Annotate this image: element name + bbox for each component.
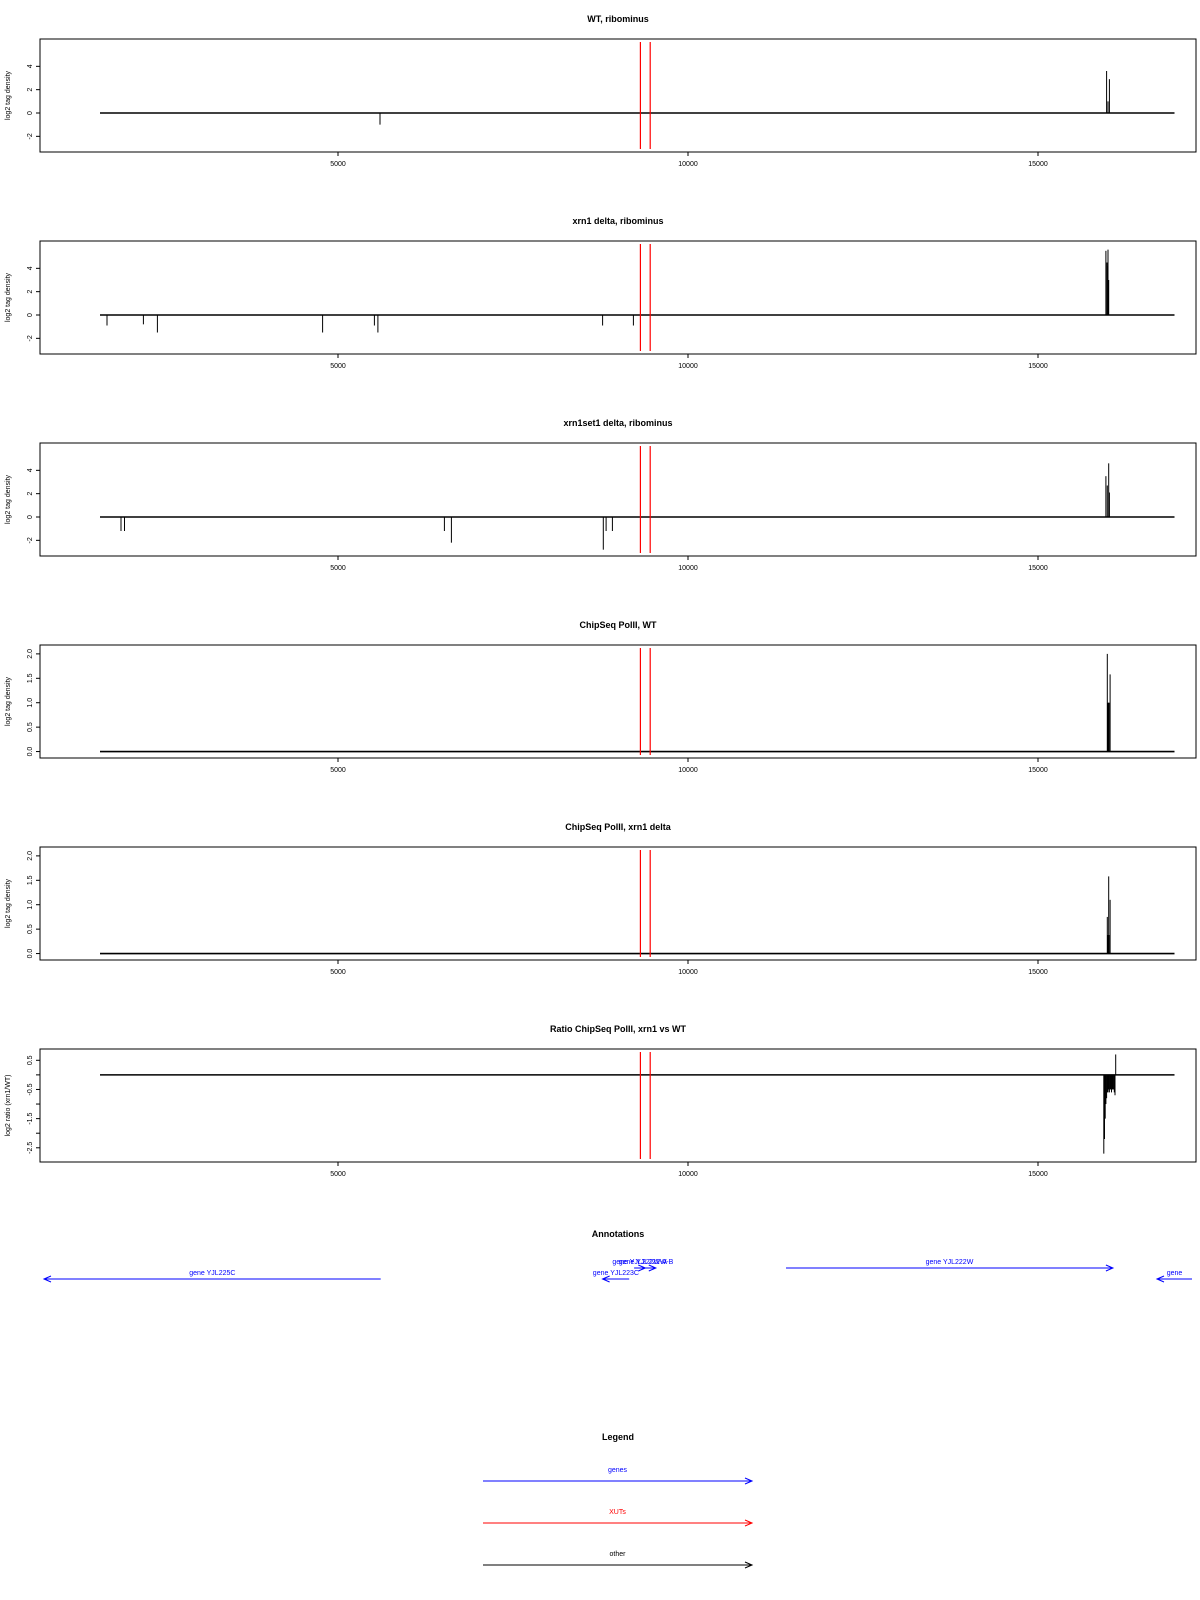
chart-panel-6: Ratio ChipSeq PolII, xrn1 vs WT 5000 10000… xyxy=(5,1024,1197,1178)
x-tick-label: 10000 xyxy=(678,767,698,774)
x-tick-label: 15000 xyxy=(1028,363,1048,370)
legend-label: XUTs xyxy=(609,1509,626,1516)
y-tick-label: -1.5 xyxy=(27,1112,34,1124)
x-tick-label: 15000 xyxy=(1028,767,1048,774)
feature-label: gene YJL222W-A xyxy=(612,1259,667,1266)
feature-label: gene YJL222W xyxy=(926,1259,974,1266)
chart-panel-1: WT, ribominus 5000 10000 15000 -2 0 2 4 log2 tag… xyxy=(5,14,1197,168)
y-tick-label: 0 xyxy=(27,515,34,519)
y-tick-label: 0.0 xyxy=(27,949,34,959)
x-tick-label: 5000 xyxy=(330,565,346,572)
legend-label: other xyxy=(610,1551,627,1558)
y-tick-label: 2.0 xyxy=(27,649,34,659)
y-tick-label: 2.0 xyxy=(27,851,34,861)
y-tick-label: 1.5 xyxy=(27,875,34,885)
y-tick-label: 0 xyxy=(27,111,34,115)
annotation-feature: gene YJL225C xyxy=(42,1270,381,1283)
arrowhead-left-icon xyxy=(1155,1275,1165,1283)
y-axis-label: log2 tag density xyxy=(5,676,12,726)
y-tick-label: 1.0 xyxy=(27,900,34,910)
arrowhead-right-icon xyxy=(648,1264,658,1272)
x-tick-label: 15000 xyxy=(1028,1171,1048,1178)
plot-frame xyxy=(39,644,1197,759)
plot-frame xyxy=(39,846,1197,961)
plot-frame xyxy=(39,442,1197,557)
x-tick-label: 10000 xyxy=(678,161,698,168)
chart-panel-5: ChipSeq PolII, xrn1 delta 5000 10000 15000 0… xyxy=(5,822,1197,976)
y-tick-label: -0.5 xyxy=(27,1083,34,1095)
chart-panel-3: xrn1set1 delta, ribominus 5000 10000 15000 -… xyxy=(5,418,1197,572)
y-tick-label: 2 xyxy=(27,290,34,294)
legend-label: genes xyxy=(608,1467,628,1474)
y-tick-label: 2 xyxy=(27,88,34,92)
feature-label: gene YJL225C xyxy=(189,1270,235,1277)
annotations-track: Annotations xyxy=(592,1229,645,1239)
arrowhead-left-icon xyxy=(42,1275,52,1283)
feature-label: gene YJL222W-B xyxy=(619,1259,674,1266)
y-tick-label: 1.5 xyxy=(27,673,34,683)
y-axis-label: log2 tag density xyxy=(5,272,12,322)
legend: Legend xyxy=(602,1432,634,1442)
annotation-feature: gene YJL222W-B xyxy=(619,1259,674,1272)
legend-item-genes: genes xyxy=(483,1467,754,1485)
y-tick-label: 0.5 xyxy=(27,722,34,732)
feature-label: gene xyxy=(1167,1270,1183,1277)
annotations-title: Annotations xyxy=(592,1229,645,1239)
x-tick-label: 10000 xyxy=(678,363,698,370)
y-tick-label: -2 xyxy=(27,335,34,341)
y-tick-label: 4 xyxy=(27,64,34,68)
annotation-feature: gene xyxy=(1155,1270,1192,1283)
arrowhead-right-icon xyxy=(744,1519,754,1527)
y-tick-label: 0.5 xyxy=(27,924,34,934)
y-tick-label: 2 xyxy=(27,492,34,496)
y-tick-label: 1.0 xyxy=(27,698,34,708)
x-tick-label: 5000 xyxy=(330,161,346,168)
y-tick-label: -2.5 xyxy=(27,1142,34,1154)
plot-frame xyxy=(39,240,1197,355)
plot-frame xyxy=(39,1048,1197,1163)
chart-panel-2: xrn1 delta, ribominus 5000 10000 15000 -2 0 2 4… xyxy=(5,216,1197,370)
annotation-feature: gene YJL223C xyxy=(593,1270,639,1283)
y-tick-label: 0 xyxy=(27,313,34,317)
x-tick-label: 10000 xyxy=(678,565,698,572)
chart-title: xrn1set1 delta, ribominus xyxy=(563,418,672,428)
chart-title: ChipSeq PolII, xrn1 delta xyxy=(565,822,672,832)
x-tick-label: 10000 xyxy=(678,1171,698,1178)
chart-title: Ratio ChipSeq PolII, xrn1 vs WT xyxy=(550,1024,687,1034)
y-tick-label: -2 xyxy=(27,537,34,543)
y-tick-label: 0.0 xyxy=(27,747,34,757)
chart-title: WT, ribominus xyxy=(587,14,649,24)
y-axis-label: log2 tag density xyxy=(5,878,12,928)
x-tick-label: 15000 xyxy=(1028,969,1048,976)
chart-panel-4: ChipSeq PolII, WT 5000 10000 15000 0.0 0.5 1.0… xyxy=(5,620,1197,774)
feature-label: gene YJL223C xyxy=(593,1270,639,1277)
arrowhead-right-icon xyxy=(1105,1264,1115,1272)
arrowhead-right-icon xyxy=(744,1477,754,1485)
y-tick-label: 4 xyxy=(27,468,34,472)
plot-frame xyxy=(39,38,1197,153)
y-tick-label: 0.5 xyxy=(27,1055,34,1065)
y-tick-label: 4 xyxy=(27,266,34,270)
chart-title: xrn1 delta, ribominus xyxy=(572,216,663,226)
arrowhead-left-icon xyxy=(601,1275,610,1283)
legend-title: Legend xyxy=(602,1432,634,1442)
x-tick-label: 5000 xyxy=(330,969,346,976)
x-tick-label: 10000 xyxy=(678,969,698,976)
annotation-feature: gene YJL222W xyxy=(786,1259,1115,1272)
x-tick-label: 15000 xyxy=(1028,161,1048,168)
x-tick-label: 5000 xyxy=(330,1171,346,1178)
x-tick-label: 15000 xyxy=(1028,565,1048,572)
x-tick-label: 5000 xyxy=(330,363,346,370)
x-tick-label: 5000 xyxy=(330,767,346,774)
y-tick-label: -2 xyxy=(27,133,34,139)
legend-item-xuts: XUTs xyxy=(483,1509,754,1527)
chart-title: ChipSeq PolII, WT xyxy=(580,620,657,630)
arrowhead-right-icon xyxy=(744,1561,754,1569)
y-axis-label: log2 ratio (xrn1/WT) xyxy=(5,1075,12,1137)
legend-item-other: other xyxy=(483,1551,754,1569)
y-axis-label: log2 tag density xyxy=(5,474,12,524)
y-axis-label: log2 tag density xyxy=(5,70,12,120)
